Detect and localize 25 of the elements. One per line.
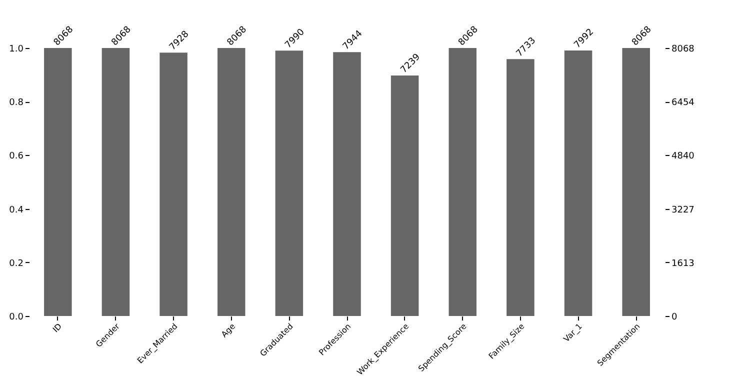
y-tick-label: 0.8 bbox=[9, 98, 24, 108]
y2-tick-label: 6454 bbox=[672, 98, 695, 108]
y2-tick-label: 3227 bbox=[672, 205, 694, 216]
bar bbox=[564, 50, 592, 316]
y-tick-label: 0.6 bbox=[9, 152, 24, 162]
bar bbox=[102, 48, 130, 316]
x-tick-label: Age bbox=[220, 322, 238, 340]
bar bbox=[333, 52, 361, 316]
bar bbox=[275, 50, 304, 316]
bar bbox=[506, 59, 534, 316]
y2-tick-label: 1613 bbox=[672, 258, 694, 269]
y2-tick-label: 0 bbox=[672, 312, 678, 322]
y-tick-label: 1.0 bbox=[9, 44, 24, 54]
y-tick-label: 0.4 bbox=[9, 205, 24, 216]
y2-tick-label: 4840 bbox=[672, 152, 695, 162]
y-tick-label: 0.0 bbox=[9, 312, 24, 322]
bar bbox=[160, 52, 188, 316]
y2-tick-label: 8068 bbox=[672, 44, 695, 54]
bar bbox=[622, 48, 650, 316]
y-tick-label: 0.2 bbox=[9, 258, 24, 269]
x-tick-label: ID bbox=[51, 322, 64, 334]
bar bbox=[44, 48, 72, 316]
bar bbox=[217, 48, 246, 316]
bar bbox=[390, 76, 419, 316]
bar bbox=[448, 48, 477, 316]
